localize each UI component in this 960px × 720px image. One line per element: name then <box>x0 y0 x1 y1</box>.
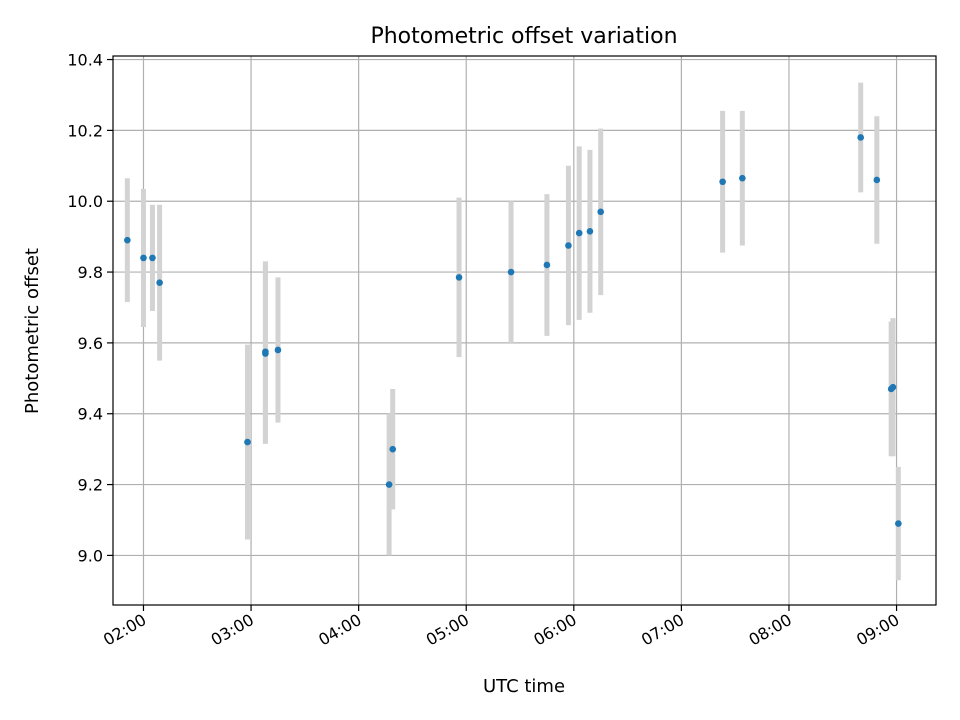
data-point <box>507 268 515 276</box>
y-tick-label: 9.2 <box>78 476 103 495</box>
y-tick-label: 9.0 <box>78 546 103 565</box>
plot-frame <box>112 55 937 606</box>
chart-title: Photometric offset variation <box>370 24 677 49</box>
y-axis: 9.0 9.2 9.4 9.6 9.8 10.0 10.2 10.4 <box>67 51 113 565</box>
data-point <box>857 134 864 141</box>
data-point <box>262 348 269 356</box>
y-tick-label: 9.8 <box>78 263 103 282</box>
y-tick-label: 9.6 <box>78 334 103 353</box>
data-point <box>575 229 583 237</box>
data-point <box>455 274 463 281</box>
data-point <box>124 236 131 244</box>
data-point <box>895 520 902 527</box>
grid-layer <box>113 56 936 605</box>
data-point <box>586 228 594 235</box>
x-tick-label: 02:00 <box>100 610 149 650</box>
data-point <box>565 242 572 249</box>
data-point <box>597 208 605 216</box>
data-point <box>244 438 251 446</box>
data-point <box>389 445 397 453</box>
y-axis-label: Photometric offset <box>22 248 43 414</box>
y-tick-label: 10.0 <box>67 192 103 211</box>
errorbar-layer <box>124 82 901 581</box>
x-tick-label: 09:00 <box>853 610 902 650</box>
data-point <box>889 383 897 391</box>
y-tick-label: 10.2 <box>67 121 103 140</box>
x-tick-label: 06:00 <box>530 610 579 650</box>
y-tick-label: 10.4 <box>67 51 103 70</box>
x-tick-label: 07:00 <box>638 610 687 650</box>
x-axis-label: UTC time <box>483 676 565 697</box>
data-point <box>873 176 881 184</box>
data-point <box>149 254 156 262</box>
x-axis: 02:00 03:00 04:00 05:00 06:00 07:00 08:00 09:00 <box>100 605 903 650</box>
data-point <box>543 261 551 269</box>
x-tick-label: 05:00 <box>423 610 472 650</box>
data-point <box>719 178 726 186</box>
x-tick-label: 08:00 <box>746 610 795 650</box>
x-tick-label: 03:00 <box>208 610 257 650</box>
y-tick-label: 9.4 <box>78 405 103 424</box>
data-point <box>140 254 147 262</box>
point-layer <box>124 134 902 527</box>
data-point <box>274 346 282 354</box>
x-tick-label: 04:00 <box>315 610 364 650</box>
data-point <box>385 481 393 488</box>
data-point <box>156 279 163 286</box>
data-point <box>739 174 746 182</box>
